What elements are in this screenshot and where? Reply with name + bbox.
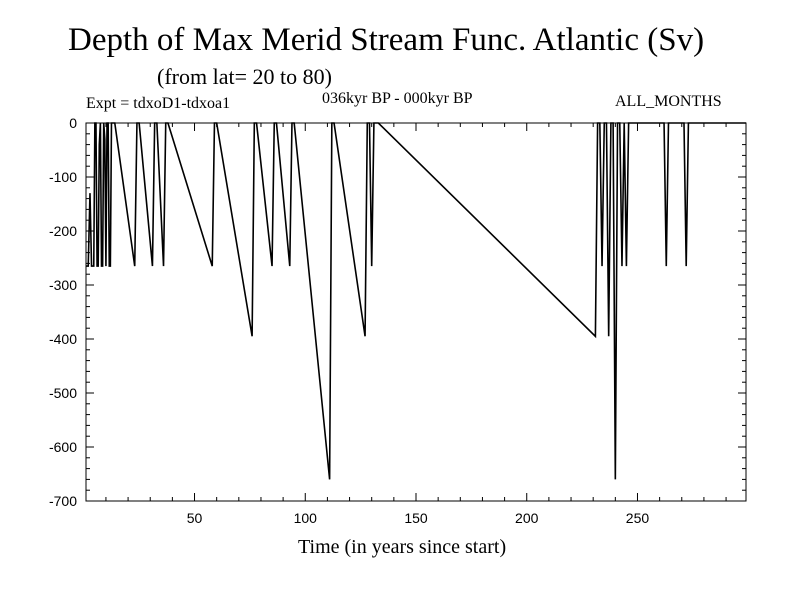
experiment-label: Expt = tdxoD1-tdxoa1 <box>86 95 231 112</box>
y-tick-label: 0 <box>69 115 77 131</box>
x-tick-label: 100 <box>294 510 318 526</box>
y-tick-label: -100 <box>49 169 77 185</box>
y-tick-label: -400 <box>49 331 77 347</box>
x-tick-label: 250 <box>626 510 650 526</box>
months-label: ALL_MONTHS <box>615 93 722 110</box>
y-tick-label: -200 <box>49 223 77 239</box>
y-tick-label: -500 <box>49 385 77 401</box>
x-axis-label: Time (in years since start) <box>298 536 507 558</box>
chart-subtitle: (from lat= 20 to 80) <box>157 64 332 89</box>
x-tick-label: 200 <box>515 510 539 526</box>
chart-title: Depth of Max Merid Stream Func. Atlantic… <box>68 22 705 58</box>
y-tick-label: -700 <box>49 493 77 509</box>
y-tick-label: -300 <box>49 277 77 293</box>
series-line <box>86 122 746 480</box>
period-label: 036kyr BP - 000kyr BP <box>322 90 473 107</box>
x-tick-label: 150 <box>404 510 428 526</box>
x-tick-label: 50 <box>187 510 203 526</box>
y-tick-label: -600 <box>49 439 77 455</box>
